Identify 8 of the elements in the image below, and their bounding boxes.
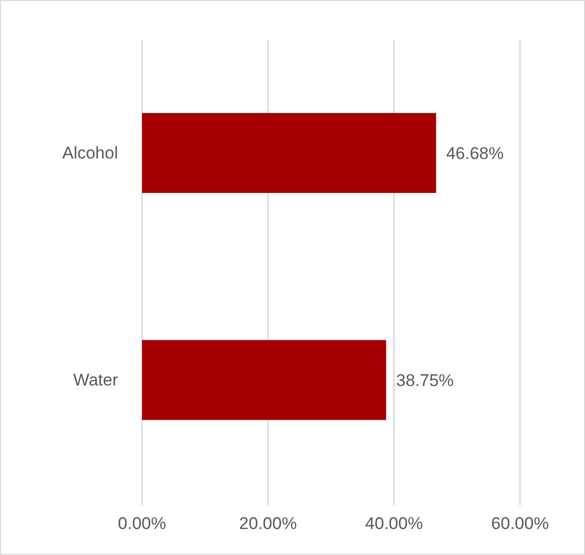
x-tick-label: 60.00% bbox=[491, 514, 549, 534]
x-tick-label: 40.00% bbox=[365, 514, 423, 534]
text: 38.75% bbox=[396, 370, 454, 390]
y-tick-label: Alcohol bbox=[62, 143, 118, 162]
x-tick-label: 20.00% bbox=[239, 514, 297, 534]
x-tick-label: 0.00% bbox=[118, 514, 166, 534]
y-tick-label: Water bbox=[73, 370, 118, 390]
text: 46.68% bbox=[446, 144, 504, 163]
